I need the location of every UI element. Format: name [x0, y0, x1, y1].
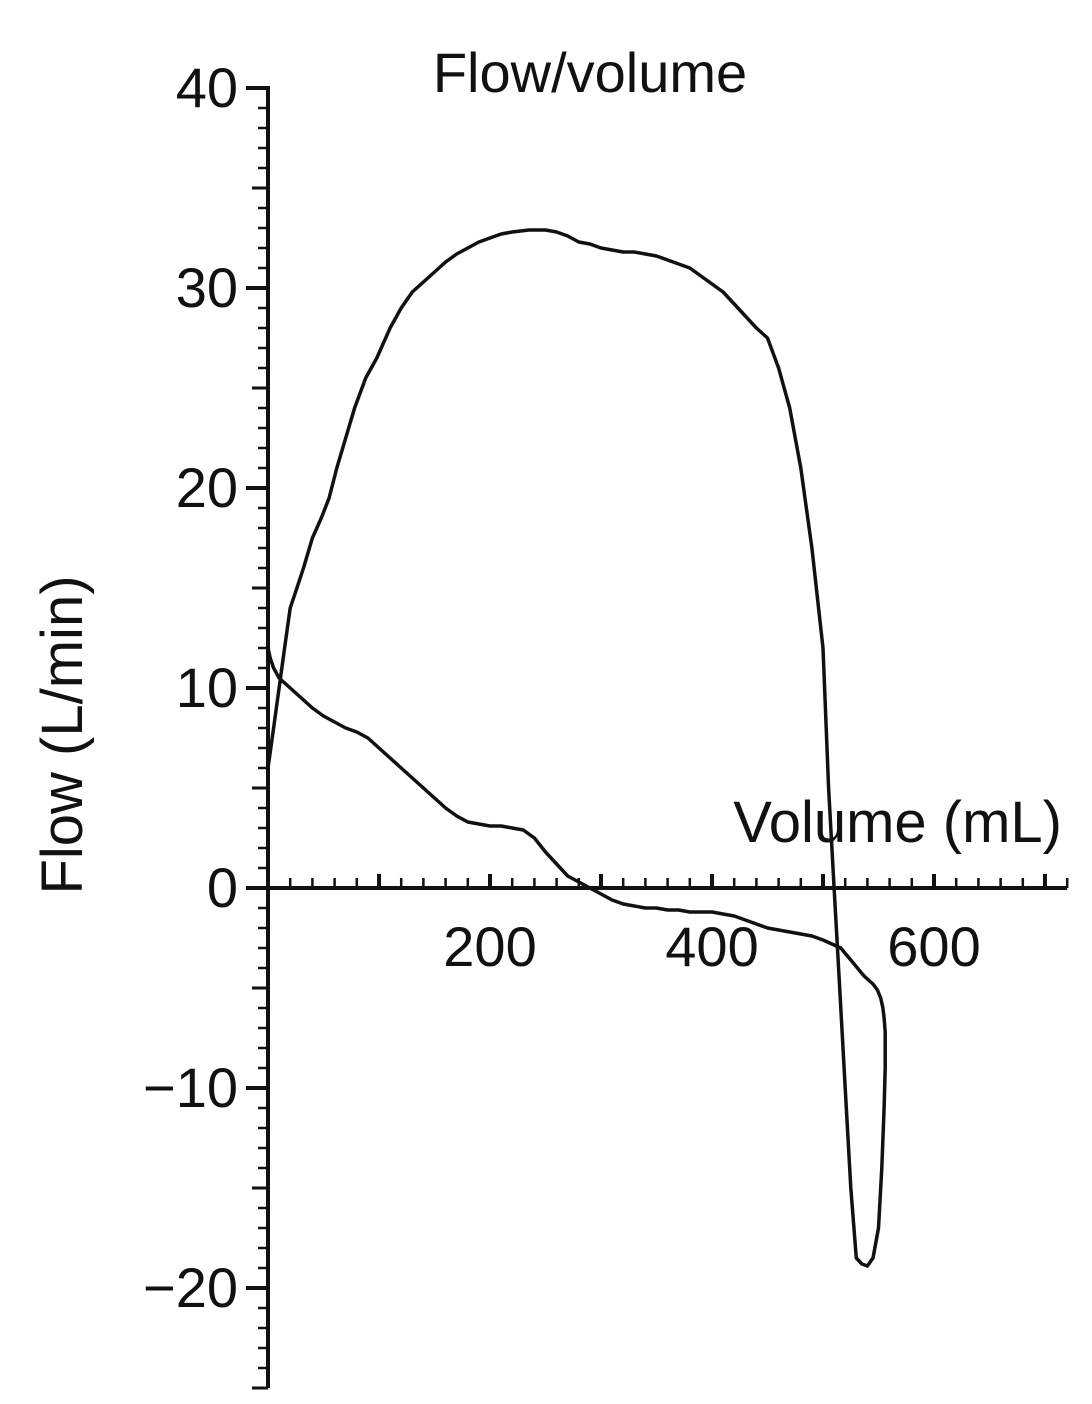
y-tick-label: −10	[143, 1056, 238, 1119]
series-layer	[266, 228, 887, 1268]
y-tick-label: −20	[143, 1256, 238, 1319]
x-tick-label: 400	[665, 915, 758, 978]
chart-title: Flow/volume	[433, 41, 747, 104]
tick-labels: 40 30 20 10 0 −10 −20 200 400 600	[143, 56, 981, 1319]
minor-ticks	[252, 106, 1069, 1390]
x-axis-title: Volume (mL)	[733, 790, 1062, 855]
x-tick-label: 600	[887, 915, 980, 978]
y-tick-label: 30	[176, 256, 238, 319]
flow-volume-loop-line	[266, 228, 887, 1268]
y-axis-title: Flow (L/min)	[30, 575, 95, 894]
y-tick-label: 40	[176, 56, 238, 119]
major-ticks	[246, 86, 1047, 1290]
y-tick-label: 10	[176, 656, 238, 719]
x-tick-label: 200	[443, 915, 536, 978]
y-tick-label: 20	[176, 456, 238, 519]
y-tick-label: 0	[207, 856, 238, 919]
